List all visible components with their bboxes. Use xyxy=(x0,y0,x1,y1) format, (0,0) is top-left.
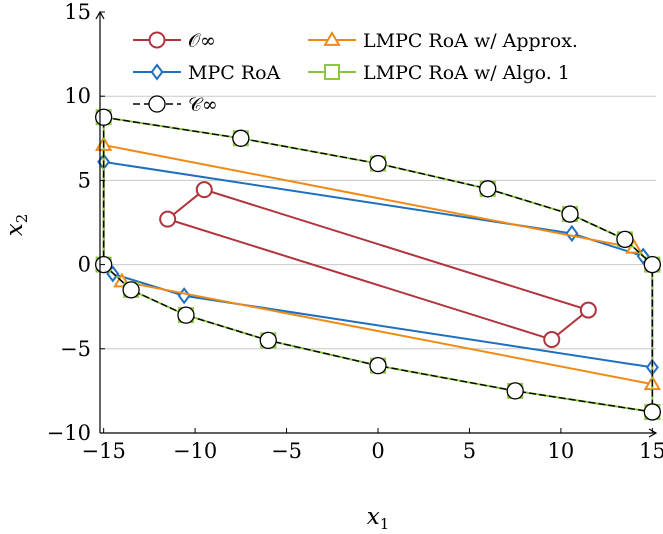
data-point xyxy=(122,281,140,299)
series-series-0 xyxy=(159,181,597,349)
data-point xyxy=(369,356,387,375)
legend-marker xyxy=(148,31,166,49)
y-tick-label: 10 xyxy=(64,84,91,108)
legend-entry: MPC RoA xyxy=(133,62,281,84)
data-point xyxy=(561,205,579,223)
data-point xyxy=(259,331,277,350)
legend-label: 𝒞∞ xyxy=(188,94,218,116)
legend-marker xyxy=(150,63,164,81)
data-point xyxy=(643,403,661,421)
legend-label: MPC RoA xyxy=(188,62,281,84)
data-point xyxy=(369,154,387,173)
legend-label: LMPC RoA w/ Algo. 1 xyxy=(363,62,570,84)
data-point xyxy=(479,180,497,198)
data-point xyxy=(95,108,113,126)
x-tick-label: −15 xyxy=(81,439,125,463)
data-point xyxy=(232,129,250,147)
data-point xyxy=(195,181,213,199)
data-point xyxy=(506,382,524,400)
legend-marker xyxy=(148,95,166,113)
data-point xyxy=(177,306,195,324)
data-point xyxy=(177,287,191,305)
legend-entry: 𝒪∞ xyxy=(133,30,216,52)
legend-label: LMPC RoA w/ Approx. xyxy=(363,30,578,52)
x-axis-label: x1 xyxy=(367,504,390,529)
legend-entry: LMPC RoA w/ Approx. xyxy=(308,30,578,52)
x-tick-label: 0 xyxy=(371,439,384,463)
y-tick-label: 15 xyxy=(64,0,91,24)
x-tick-label: 10 xyxy=(548,439,575,463)
data-point xyxy=(543,331,561,349)
y-tick-label: 5 xyxy=(78,168,91,192)
series-series-4 xyxy=(95,108,661,421)
data-point xyxy=(579,301,597,319)
legend-entry: 𝒞∞ xyxy=(133,94,218,116)
y-tick-label: −5 xyxy=(60,337,91,361)
x-tick-label: −5 xyxy=(271,439,302,463)
data-point xyxy=(643,255,661,274)
y-axis-label-subscript: 2 xyxy=(13,214,31,224)
series-layer xyxy=(94,108,662,421)
x-axis-arrow xyxy=(648,428,658,438)
y-tick-label: −10 xyxy=(47,421,91,445)
legend-label: 𝒪∞ xyxy=(188,30,216,52)
y-axis-label: x2 xyxy=(2,214,31,237)
x-tick-label: 15 xyxy=(639,439,663,463)
legend-marker xyxy=(324,64,340,80)
series-lmpc-roa-w-approx xyxy=(94,136,662,391)
legend: 𝒪∞ LMPC RoA w/ Approx. MPC RoA LMPC RoA w/ … xyxy=(133,30,578,116)
data-point xyxy=(159,210,177,228)
x-tick-label: −10 xyxy=(173,439,217,463)
legend-entry: LMPC RoA w/ Algo. 1 xyxy=(308,62,570,84)
legend-marker xyxy=(323,31,341,46)
data-point xyxy=(616,230,634,248)
grid xyxy=(100,95,656,350)
data-point xyxy=(565,224,579,243)
y-tick-label: 0 xyxy=(78,253,91,277)
x-axis-label-subscript: 1 xyxy=(380,515,390,529)
x-tick-label: 5 xyxy=(463,439,476,463)
